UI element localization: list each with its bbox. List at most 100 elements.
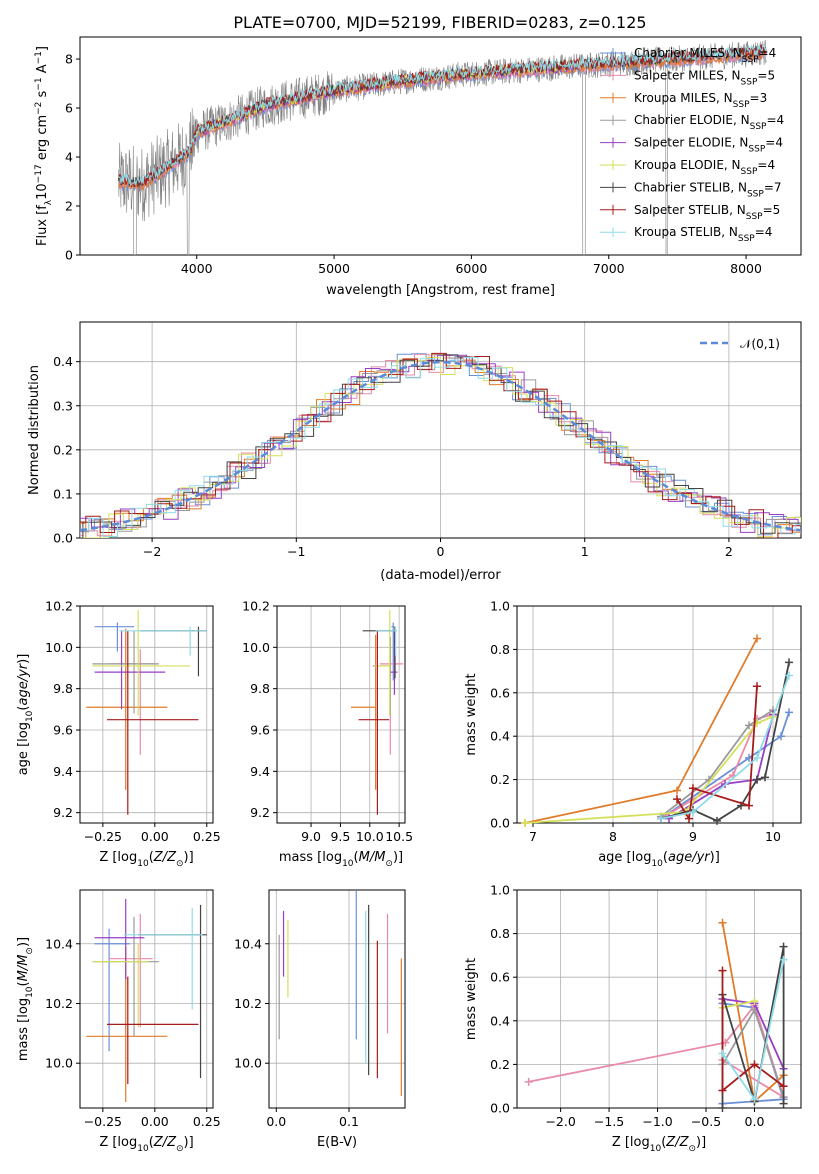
x-tick-label: −0.25 [84, 1114, 122, 1129]
y-tick-label: 0.0 [490, 1101, 510, 1116]
y-tick-label: 0 [65, 248, 73, 263]
x-tick-label: 0.1 [339, 1114, 359, 1129]
series-line [660, 675, 790, 820]
mass-weight-vs-metallicity-panel: −2.0 −1.5 −1.0 −0.5 0.0 0.0 0.2 0.4 0.6 0.8 1.0 Z [… [464, 883, 802, 1154]
legend-label: Kroupa STELIB, NSSP=4 [634, 225, 772, 244]
x-axis-label: mass [log10(M/M⊙)] [279, 850, 403, 869]
y-tick-label: 0.8 [490, 642, 510, 657]
x-axis-label: E(B-V) [317, 1135, 357, 1150]
y-tick-label: 2 [65, 199, 73, 214]
series-marker [713, 816, 721, 825]
mass-vs-metallicity-panel: −0.25 0.00 0.25 10.0 10.2 10.4 Z [log10(Z/Z⊙)]… [16, 889, 221, 1154]
y-tick-label: 0.4 [53, 354, 73, 369]
legend-label: Chabrier MILES, NSSP=4 [634, 46, 776, 65]
y-tick-label: 0.1 [53, 486, 73, 501]
y-tick-label: 10.4 [45, 936, 73, 951]
y-tick-label: 0.8 [490, 926, 510, 941]
series-marker [753, 753, 761, 762]
series-marker [785, 658, 793, 667]
figure-title: PLATE=0700, MJD=52199, FIBERID=0283, z=0… [233, 13, 646, 32]
histogram-line [80, 354, 801, 533]
x-tick-label: −0.5 [691, 1114, 721, 1129]
residual-distribution-panel: −2 −1 0 1 2 0.0 0.1 0.2 0.3 0.4 𝒩(0,1) (data-model)… [27, 321, 802, 583]
series-marker [779, 955, 788, 964]
x-tick-label: −2.0 [545, 1114, 575, 1129]
x-tick-label: 8 [609, 829, 617, 844]
errorbars [350, 610, 404, 815]
y-tick-label: 0.3 [53, 398, 73, 413]
axes-frame [268, 889, 406, 1109]
series-marker [779, 1082, 788, 1091]
y-tick-label: 9.8 [53, 681, 73, 696]
legend-label: Salpeter STELIB, NSSP=5 [634, 203, 780, 222]
y-tick-label: 8 [65, 52, 73, 67]
series-marker [689, 808, 697, 817]
series-marker [753, 634, 761, 643]
spectrum-lines [118, 39, 767, 255]
x-tick-label: 6000 [455, 261, 487, 276]
y-tick-label: 9.4 [250, 764, 270, 779]
y-tick-label: 10.0 [45, 640, 73, 655]
axes-frame [516, 889, 802, 1109]
y-tick-label: 10.4 [234, 936, 262, 951]
series-marker [785, 671, 793, 680]
x-tick-label: 9.0 [301, 829, 321, 844]
axes-frame [516, 605, 802, 824]
histogram-line [80, 354, 801, 538]
y-tick-label: 0.2 [490, 1057, 510, 1072]
legend-label: 𝒩(0,1) [740, 337, 780, 351]
normal-curve-line [80, 360, 801, 532]
y-tick-label: 9.8 [250, 681, 270, 696]
series-marker [745, 801, 753, 810]
x-tick-label: 1 [581, 544, 589, 559]
x-tick-label: 0 [437, 544, 445, 559]
weight-lines [521, 634, 793, 827]
y-tick-label: 0.4 [490, 729, 510, 744]
y-axis-label: mass [log10(M/M⊙)] [16, 937, 35, 1061]
x-axis-label: age [log10(age/yr)] [598, 850, 720, 869]
series-marker [689, 784, 697, 793]
series-marker [779, 942, 788, 951]
x-tick-label: 0.25 [193, 829, 221, 844]
x-tick-label: 0.00 [141, 1114, 169, 1129]
y-tick-label: 6 [65, 101, 73, 116]
x-tick-label: −1.0 [642, 1114, 672, 1129]
x-axis-label: Z [log10(Z/Z⊙)] [612, 1135, 706, 1154]
legend-label: Kroupa ELODIE, NSSP=4 [634, 158, 775, 177]
legend-label: Chabrier ELODIE, NSSP=4 [634, 113, 784, 132]
x-tick-label: 0.0 [745, 1114, 765, 1129]
y-tick-label: 9.2 [250, 805, 270, 820]
y-tick-label: 0.2 [490, 772, 510, 787]
series-line [524, 715, 774, 824]
x-axis-label: wavelength [Angstrom, rest frame] [326, 283, 555, 298]
series-marker [657, 814, 665, 823]
y-tick-label: 0.0 [53, 531, 73, 546]
series-marker [718, 1104, 727, 1112]
y-tick-label: 10.0 [234, 1056, 262, 1071]
series-marker [521, 819, 529, 827]
series-marker [761, 773, 769, 782]
model-spectrum-line [118, 48, 767, 192]
x-tick-label: 7000 [593, 261, 625, 276]
series-line [722, 1000, 755, 1009]
histograms [80, 352, 801, 538]
series-marker [750, 997, 759, 1006]
legend-label: Kroupa MILES, NSSP=3 [634, 91, 767, 110]
axes-frame [79, 889, 214, 1109]
x-tick-label: 10.0 [356, 829, 384, 844]
series-marker [524, 1077, 533, 1086]
weight-lines [524, 918, 788, 1112]
series-line [660, 662, 790, 822]
x-tick-label: −1.5 [594, 1114, 624, 1129]
y-tick-label: 0.2 [53, 442, 73, 457]
series-marker [785, 708, 793, 717]
errorbars [86, 898, 207, 1103]
series-marker [750, 1095, 759, 1104]
x-axis-label: (data-model)/error [380, 568, 501, 583]
y-tick-label: 9.4 [53, 764, 73, 779]
y-axis-label: mass weight [464, 673, 479, 755]
x-tick-label: 10 [765, 829, 781, 844]
series-marker [718, 1086, 727, 1095]
series-marker [673, 795, 681, 804]
mass-vs-extinction-panel: 0.0 0.1 10.0 10.2 10.4 E(B-V) [234, 889, 406, 1150]
